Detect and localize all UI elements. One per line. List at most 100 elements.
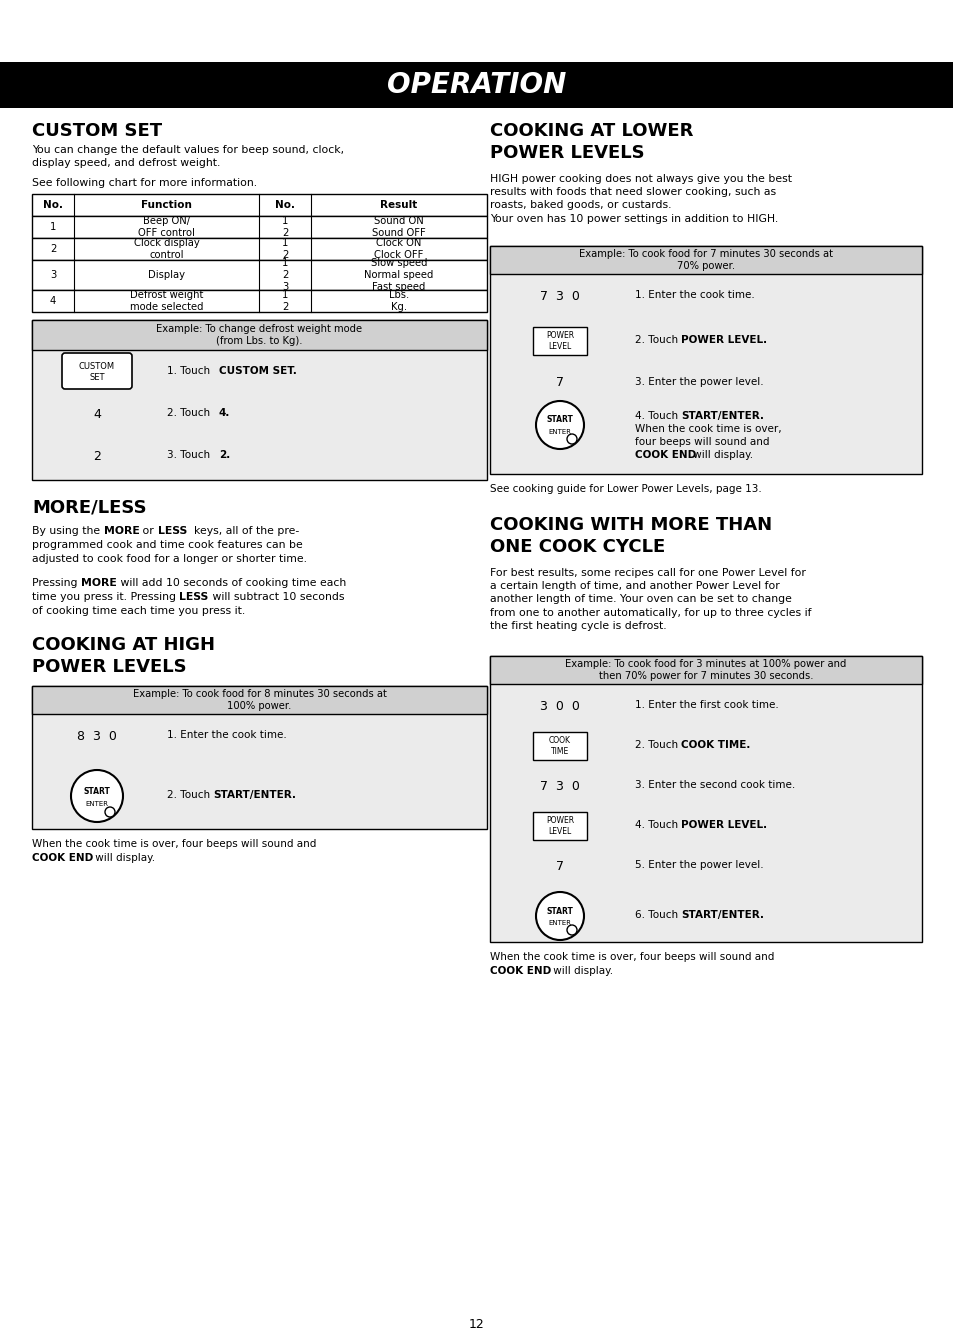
Text: 1
2: 1 2 bbox=[281, 216, 288, 238]
Bar bbox=[490, 246, 921, 274]
Text: will subtract 10 seconds: will subtract 10 seconds bbox=[209, 592, 344, 603]
Bar bbox=[32, 686, 486, 714]
Bar bbox=[490, 656, 921, 942]
Text: 1. Enter the cook time.: 1. Enter the cook time. bbox=[167, 730, 287, 739]
Bar bbox=[533, 327, 586, 356]
Text: START/ENTER.: START/ENTER. bbox=[680, 411, 763, 421]
Text: 1. Enter the first cook time.: 1. Enter the first cook time. bbox=[635, 701, 778, 710]
Text: Result: Result bbox=[380, 200, 417, 209]
Text: 1: 1 bbox=[50, 221, 56, 232]
Circle shape bbox=[536, 401, 583, 450]
Text: 1. Enter the cook time.: 1. Enter the cook time. bbox=[635, 290, 754, 301]
Text: will add 10 seconds of cooking time each: will add 10 seconds of cooking time each bbox=[116, 578, 346, 588]
Text: START: START bbox=[546, 906, 573, 915]
Text: 5. Enter the power level.: 5. Enter the power level. bbox=[635, 860, 762, 870]
Text: START/ENTER.: START/ENTER. bbox=[680, 910, 763, 921]
Text: Pressing: Pressing bbox=[32, 578, 81, 588]
Text: MORE: MORE bbox=[81, 578, 116, 588]
Text: By using the: By using the bbox=[32, 526, 104, 535]
Text: COOK END: COOK END bbox=[32, 854, 93, 863]
Text: ENTER: ENTER bbox=[86, 801, 109, 807]
Circle shape bbox=[566, 433, 577, 444]
Text: Clock display
control: Clock display control bbox=[133, 238, 199, 260]
Text: 4. Touch: 4. Touch bbox=[635, 411, 680, 421]
Text: Clock ON
Clock OFF: Clock ON Clock OFF bbox=[374, 238, 423, 260]
Text: 8  3  0: 8 3 0 bbox=[77, 730, 117, 742]
Text: COOKING AT LOWER: COOKING AT LOWER bbox=[490, 122, 693, 140]
Text: Function: Function bbox=[141, 200, 192, 209]
Text: ENTER: ENTER bbox=[548, 429, 571, 435]
Text: will display.: will display. bbox=[550, 966, 613, 976]
Text: POWER
LEVEL: POWER LEVEL bbox=[545, 331, 574, 350]
Text: For best results, some recipes call for one Power Level for
a certain length of : For best results, some recipes call for … bbox=[490, 568, 811, 631]
Text: will display.: will display. bbox=[91, 854, 155, 863]
Text: Example: To cook food for 3 minutes at 100% power and
then 70% power for 7 minut: Example: To cook food for 3 minutes at 1… bbox=[565, 659, 846, 682]
Text: Sound ON
Sound OFF: Sound ON Sound OFF bbox=[372, 216, 425, 238]
Text: 1
2: 1 2 bbox=[281, 290, 288, 311]
Text: 4: 4 bbox=[50, 297, 56, 306]
Circle shape bbox=[536, 892, 583, 939]
Text: will display.: will display. bbox=[689, 450, 752, 460]
Text: programmed cook and time cook features can be: programmed cook and time cook features c… bbox=[32, 539, 302, 550]
Text: When the cook time is over, four beeps will sound and: When the cook time is over, four beeps w… bbox=[490, 951, 774, 962]
Text: POWER LEVELS: POWER LEVELS bbox=[32, 658, 187, 676]
Text: See following chart for more information.: See following chart for more information… bbox=[32, 178, 257, 188]
Text: POWER LEVELS: POWER LEVELS bbox=[490, 144, 644, 162]
Text: 7: 7 bbox=[556, 859, 563, 872]
Text: Beep ON/
OFF control: Beep ON/ OFF control bbox=[138, 216, 194, 238]
Text: COOK END: COOK END bbox=[635, 450, 696, 460]
Text: Slow speed
Normal speed
Fast speed: Slow speed Normal speed Fast speed bbox=[364, 259, 434, 291]
Text: COOK END: COOK END bbox=[490, 966, 551, 976]
Text: 4.: 4. bbox=[219, 408, 230, 417]
Text: Example: To cook food for 7 minutes 30 seconds at
70% power.: Example: To cook food for 7 minutes 30 s… bbox=[578, 248, 832, 271]
Text: COOKING WITH MORE THAN: COOKING WITH MORE THAN bbox=[490, 517, 771, 534]
Bar bbox=[32, 216, 486, 238]
Text: When the cook time is over, four beeps will sound and: When the cook time is over, four beeps w… bbox=[32, 839, 316, 849]
Text: 2.: 2. bbox=[219, 450, 230, 460]
Text: Example: To change defrost weight mode
(from Lbs. to Kg).: Example: To change defrost weight mode (… bbox=[156, 323, 362, 346]
Bar bbox=[32, 195, 486, 216]
Text: START/ENTER.: START/ENTER. bbox=[213, 790, 295, 800]
Text: 2. Touch: 2. Touch bbox=[167, 790, 213, 800]
Text: 4. Touch: 4. Touch bbox=[635, 820, 680, 829]
Text: time you press it. Pressing: time you press it. Pressing bbox=[32, 592, 179, 603]
Text: CUSTOM SET: CUSTOM SET bbox=[32, 122, 162, 140]
Text: 2. Touch: 2. Touch bbox=[167, 408, 213, 417]
Text: See cooking guide for Lower Power Levels, page 13.: See cooking guide for Lower Power Levels… bbox=[490, 484, 760, 494]
Circle shape bbox=[566, 925, 577, 935]
Bar bbox=[32, 319, 486, 350]
Text: LESS: LESS bbox=[179, 592, 209, 603]
Text: 3: 3 bbox=[50, 270, 56, 280]
Bar bbox=[533, 731, 586, 760]
Text: When the cook time is over,: When the cook time is over, bbox=[635, 424, 781, 433]
Text: POWER
LEVEL: POWER LEVEL bbox=[545, 816, 574, 836]
Text: MORE/LESS: MORE/LESS bbox=[32, 498, 147, 517]
Text: 3  0  0: 3 0 0 bbox=[539, 699, 579, 713]
Bar bbox=[32, 686, 486, 829]
Text: 1. Touch: 1. Touch bbox=[167, 366, 213, 376]
Text: MORE: MORE bbox=[104, 526, 139, 535]
Text: Example: To cook food for 8 minutes 30 seconds at
100% power.: Example: To cook food for 8 minutes 30 s… bbox=[132, 688, 386, 711]
Text: CUSTOM SET.: CUSTOM SET. bbox=[219, 366, 296, 376]
Text: START: START bbox=[546, 416, 573, 424]
Text: No.: No. bbox=[43, 200, 63, 209]
FancyBboxPatch shape bbox=[62, 353, 132, 389]
Text: Lbs.
Kg.: Lbs. Kg. bbox=[389, 290, 409, 311]
Text: You can change the default values for beep sound, clock,
display speed, and defr: You can change the default values for be… bbox=[32, 145, 344, 168]
Text: COOK
TIME: COOK TIME bbox=[548, 737, 571, 756]
Text: keys, all of the pre-: keys, all of the pre- bbox=[187, 526, 299, 535]
Text: Defrost weight
mode selected: Defrost weight mode selected bbox=[130, 290, 203, 311]
Bar bbox=[0, 62, 953, 107]
Text: HIGH power cooking does not always give you the best
results with foods that nee: HIGH power cooking does not always give … bbox=[490, 174, 791, 224]
Text: 6. Touch: 6. Touch bbox=[635, 910, 680, 921]
Text: 1
2
3: 1 2 3 bbox=[281, 259, 288, 291]
Text: COOKING AT HIGH: COOKING AT HIGH bbox=[32, 636, 214, 654]
Text: 7  3  0: 7 3 0 bbox=[539, 780, 579, 793]
Bar bbox=[32, 319, 486, 480]
Text: of cooking time each time you press it.: of cooking time each time you press it. bbox=[32, 607, 245, 616]
Text: 7: 7 bbox=[556, 377, 563, 389]
Text: 3. Enter the power level.: 3. Enter the power level. bbox=[635, 377, 762, 386]
Text: ENTER: ENTER bbox=[548, 921, 571, 926]
Text: ONE COOK CYCLE: ONE COOK CYCLE bbox=[490, 538, 664, 556]
Text: 3. Touch: 3. Touch bbox=[167, 450, 213, 460]
